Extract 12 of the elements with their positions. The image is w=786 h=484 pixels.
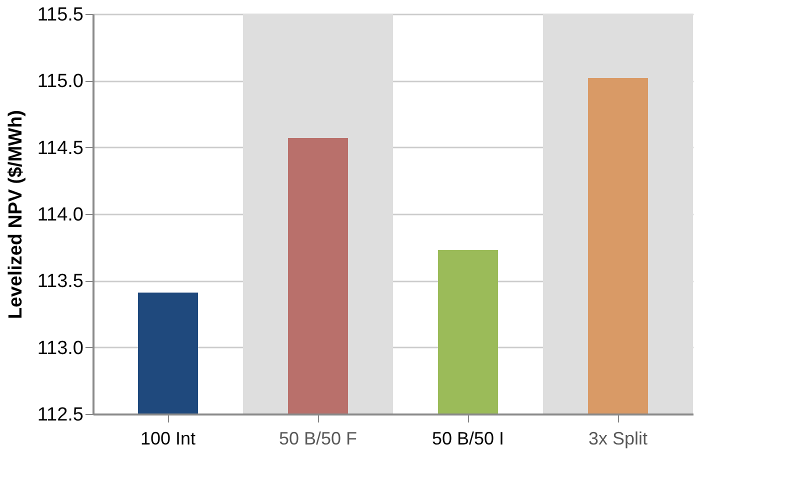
x-tick-label: 3x Split — [588, 428, 648, 448]
y-axis-title: Levelized NPV ($/MWh) — [5, 110, 26, 320]
x-tick-label: 50 B/50 F — [278, 428, 358, 448]
y-tick-label: 115.0 — [37, 71, 84, 92]
y-tick-label: 114.0 — [37, 204, 84, 226]
y-tick-label: 115.5 — [37, 4, 84, 26]
y-tick-label: 114.5 — [37, 138, 84, 159]
y-tick-label: 113.5 — [37, 271, 84, 292]
x-tick-label: 100 Int — [140, 428, 196, 448]
y-tick-label: 112.5 — [37, 404, 84, 426]
y-tick-label: 113.0 — [37, 338, 84, 359]
x-tick-label: 50 B/50 I — [432, 428, 504, 448]
